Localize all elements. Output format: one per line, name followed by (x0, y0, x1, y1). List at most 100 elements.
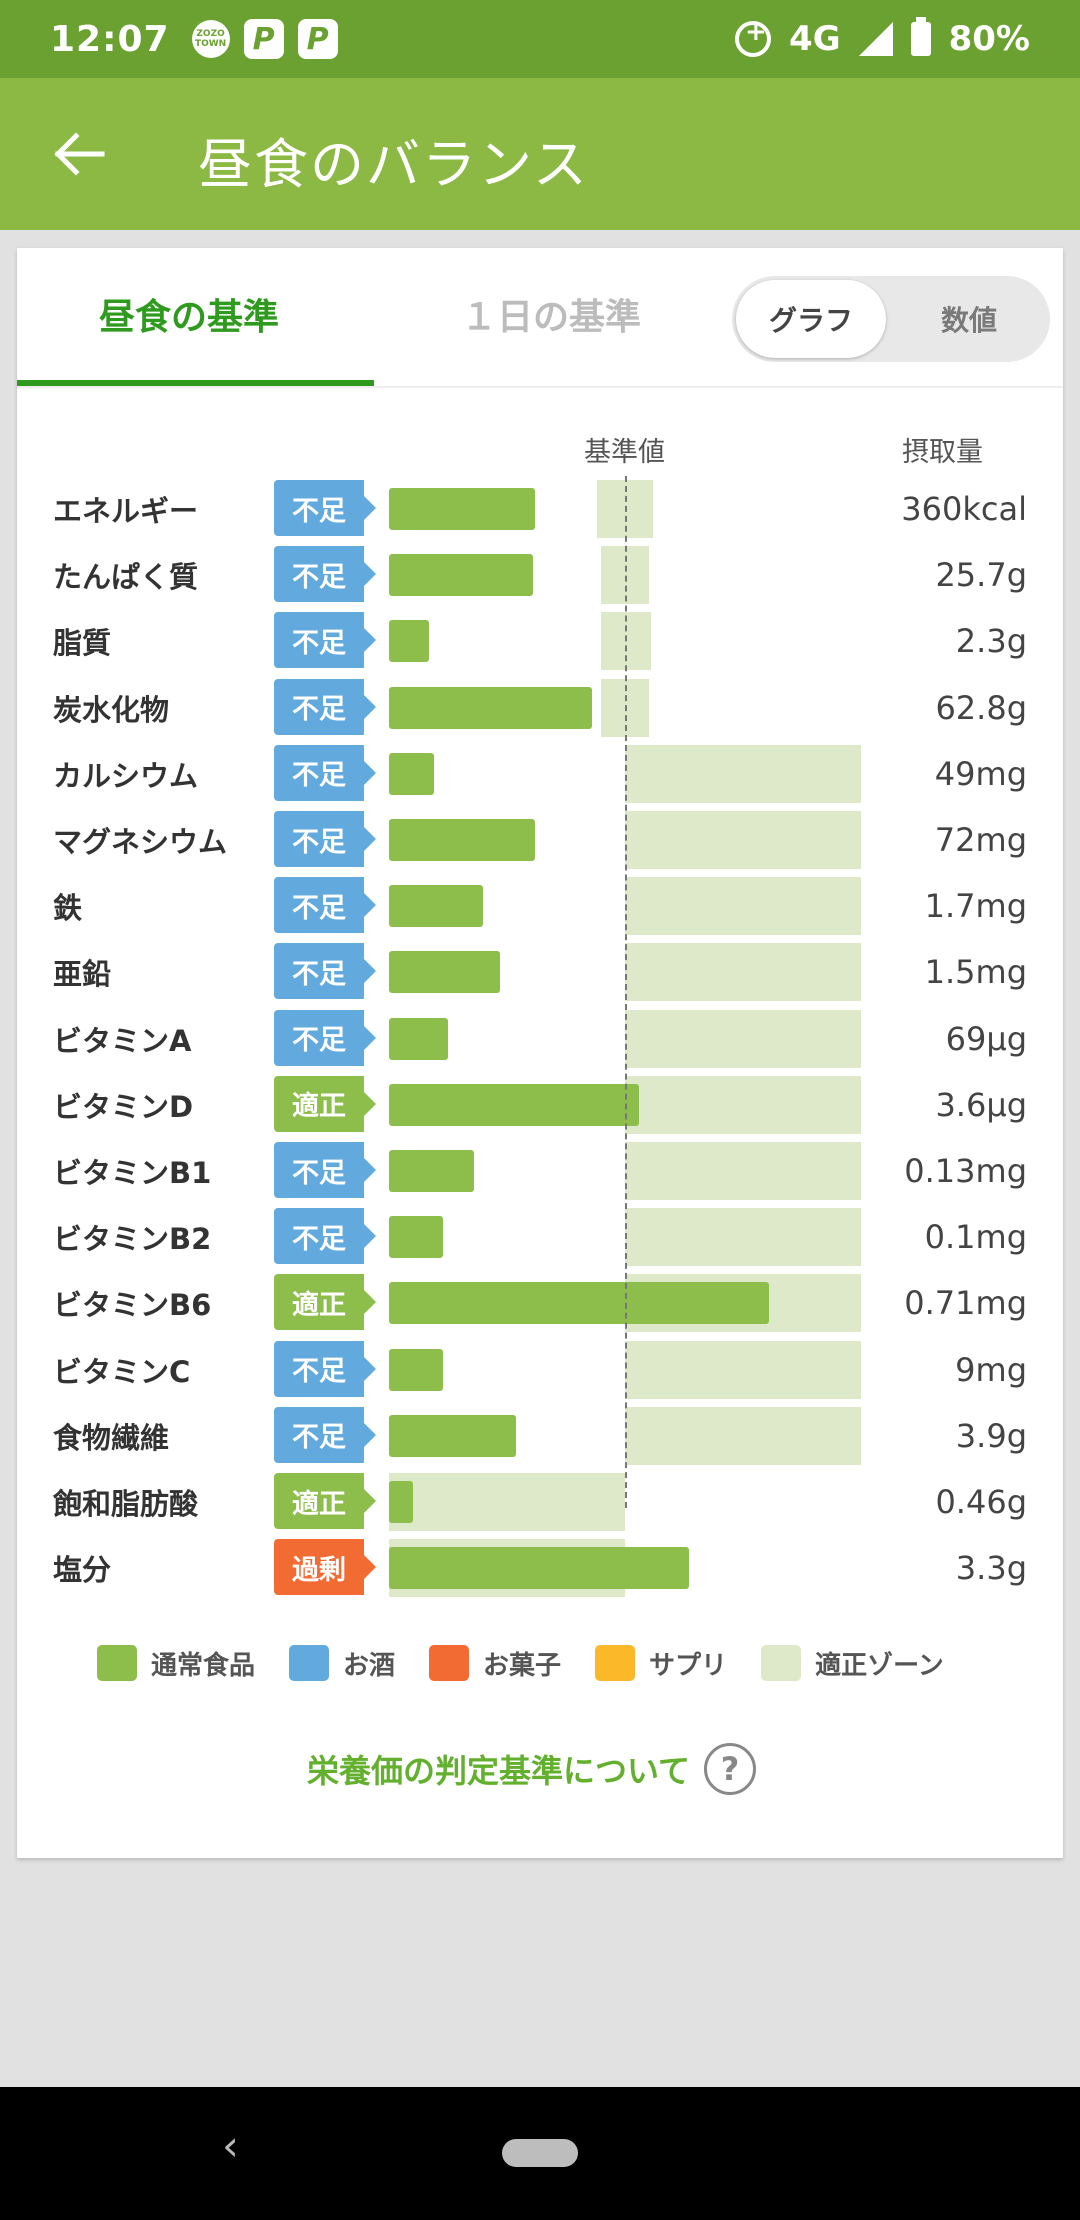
nutrient-name: たんぱく質 (53, 560, 199, 595)
intake-value: 360kcal (901, 490, 1027, 528)
network-type: 4G (789, 19, 841, 59)
nutrient-row: ビタミンB2 不足 0.1mg (17, 1206, 1063, 1272)
status-badge: 不足 (274, 1009, 376, 1066)
nutrient-name: ビタミンB2 (53, 1222, 212, 1257)
adequate-zone (625, 1142, 861, 1200)
intake-value: 0.1mg (924, 1218, 1027, 1257)
criteria-link[interactable]: 栄養価の判定基準について ? (307, 1743, 757, 1795)
status-time: 12:07 (50, 18, 170, 60)
system-nav-bar: ‹ (0, 2087, 1080, 2220)
intake-bar (389, 1547, 689, 1590)
intake-bar (389, 1481, 413, 1523)
nutrient-name: 炭水化物 (53, 692, 170, 727)
intake-value: 0.46g (935, 1483, 1027, 1521)
legend-item: お菓子 (429, 1645, 561, 1682)
nutrient-row: カルシウム 不足 49mg (17, 743, 1063, 809)
status-badge: 適正 (274, 1075, 376, 1132)
nutrient-row: ビタミンB1 不足 0.13mg (17, 1140, 1063, 1206)
status-badge: 不足 (274, 480, 376, 536)
legend-item: サプリ (595, 1645, 727, 1682)
nutrient-name: 脂質 (53, 626, 112, 661)
intake-bar (389, 1348, 444, 1391)
status-bar: 12:07 ZOZO TOWN P P 4G 80% (0, 0, 1080, 78)
legend-swatch (289, 1645, 330, 1681)
tab-lunch-standard[interactable]: 昼食の基準 (99, 297, 280, 338)
zozotown-icon: ZOZO TOWN (191, 20, 230, 58)
status-badge: 不足 (274, 612, 376, 669)
intake-bar (389, 488, 536, 530)
back-arrow-icon[interactable] (50, 124, 110, 184)
status-badge: 不足 (274, 811, 376, 867)
intake-value: 1.5mg (924, 953, 1027, 992)
intake-value: 69µg (945, 1019, 1027, 1058)
app-bar: 昼食のバランス (0, 78, 1080, 230)
data-saver-icon (735, 17, 772, 57)
toggle-values-button[interactable]: 数値 (940, 304, 997, 337)
intake-bar (389, 1150, 474, 1192)
paypay-icon: P (243, 19, 284, 59)
intake-value: 3.3g (955, 1549, 1027, 1588)
notification-icons: ZOZO TOWN P P (191, 19, 338, 59)
nutrient-row: ビタミンD 適正 3.6µg (17, 1074, 1063, 1140)
adequate-zone (625, 1075, 861, 1134)
nutrient-row: ビタミンA 不足 69µg (17, 1008, 1063, 1074)
adequate-zone (625, 1208, 861, 1267)
legend-swatch (97, 1645, 137, 1681)
battery-percent: 80% (948, 19, 1030, 59)
nutrient-name: ビタミンB6 (53, 1288, 212, 1323)
legend: 通常食品 お酒 お菓子 サプリ 適正ゾーン (97, 1638, 997, 1688)
legend-swatch (761, 1645, 802, 1681)
status-badge: 不足 (274, 1208, 376, 1265)
adequate-zone (596, 480, 654, 538)
legend-item: 通常食品 (97, 1645, 255, 1682)
nutrient-row: 鉄 不足 1.7mg (17, 875, 1063, 941)
criteria-link-label[interactable]: 栄養価の判定基準について (307, 1752, 691, 1790)
nutrient-name: 食物繊維 (53, 1420, 170, 1455)
intake-bar (389, 1017, 448, 1060)
intake-value: 3.9g (955, 1416, 1027, 1455)
nutrient-name: ビタミンA (53, 1023, 192, 1058)
status-badge: 不足 (274, 546, 376, 603)
adequate-zone (625, 1009, 861, 1068)
adequate-zone (389, 1473, 625, 1531)
intake-value: 62.8g (935, 688, 1027, 727)
status-badge: 不足 (274, 1406, 376, 1463)
adequate-zone (625, 1340, 861, 1399)
nutrient-name: ビタミンC (53, 1354, 191, 1389)
legend-label: 適正ゾーン (815, 1650, 944, 1681)
nutrient-name: 塩分 (53, 1553, 112, 1588)
legend-label: 通常食品 (151, 1650, 256, 1681)
legend-item: 適正ゾーン (761, 1645, 944, 1682)
help-icon[interactable]: ? (704, 1743, 757, 1795)
nutrient-row: 塩分 過剰 3.3g (17, 1537, 1063, 1603)
nutrient-name: カルシウム (53, 758, 199, 793)
status-badge: 不足 (274, 943, 376, 1000)
toggle-graph-button[interactable]: グラフ (736, 280, 886, 358)
intake-value: 0.71mg (904, 1284, 1027, 1323)
view-toggle: グラフ 数値 (732, 276, 1050, 362)
intake-bar (389, 554, 533, 597)
legend-item: お酒 (289, 1645, 395, 1682)
status-badge: 不足 (274, 744, 376, 801)
paypay-icon-2: P (297, 19, 338, 59)
battery-icon (910, 17, 931, 56)
adequate-zone (625, 811, 861, 869)
adequate-zone (625, 877, 861, 936)
nutrient-name: 亜鉛 (53, 957, 112, 992)
intake-value: 1.7mg (924, 887, 1027, 926)
nutrient-row: マグネシウム 不足 72mg (17, 809, 1063, 875)
nutrient-row: ビタミンC 不足 9mg (17, 1339, 1063, 1405)
intake-bar (389, 819, 536, 861)
status-badge: 適正 (274, 1274, 376, 1331)
intake-bar (389, 1216, 444, 1259)
status-badge: 不足 (274, 877, 376, 934)
legend-label: お酒 (343, 1650, 396, 1681)
tab-indicator (17, 380, 374, 386)
nutrient-row: エネルギー 不足 360kcal (17, 478, 1063, 544)
status-badge: 過剰 (274, 1539, 376, 1596)
tab-daily-standard[interactable]: １日の基準 (461, 297, 642, 338)
nav-back-icon[interactable]: ‹ (222, 2121, 239, 2170)
nutrient-row: 食物繊維 不足 3.9g (17, 1405, 1063, 1471)
nav-home-pill[interactable] (502, 2139, 578, 2167)
intake-bar (389, 1083, 640, 1126)
